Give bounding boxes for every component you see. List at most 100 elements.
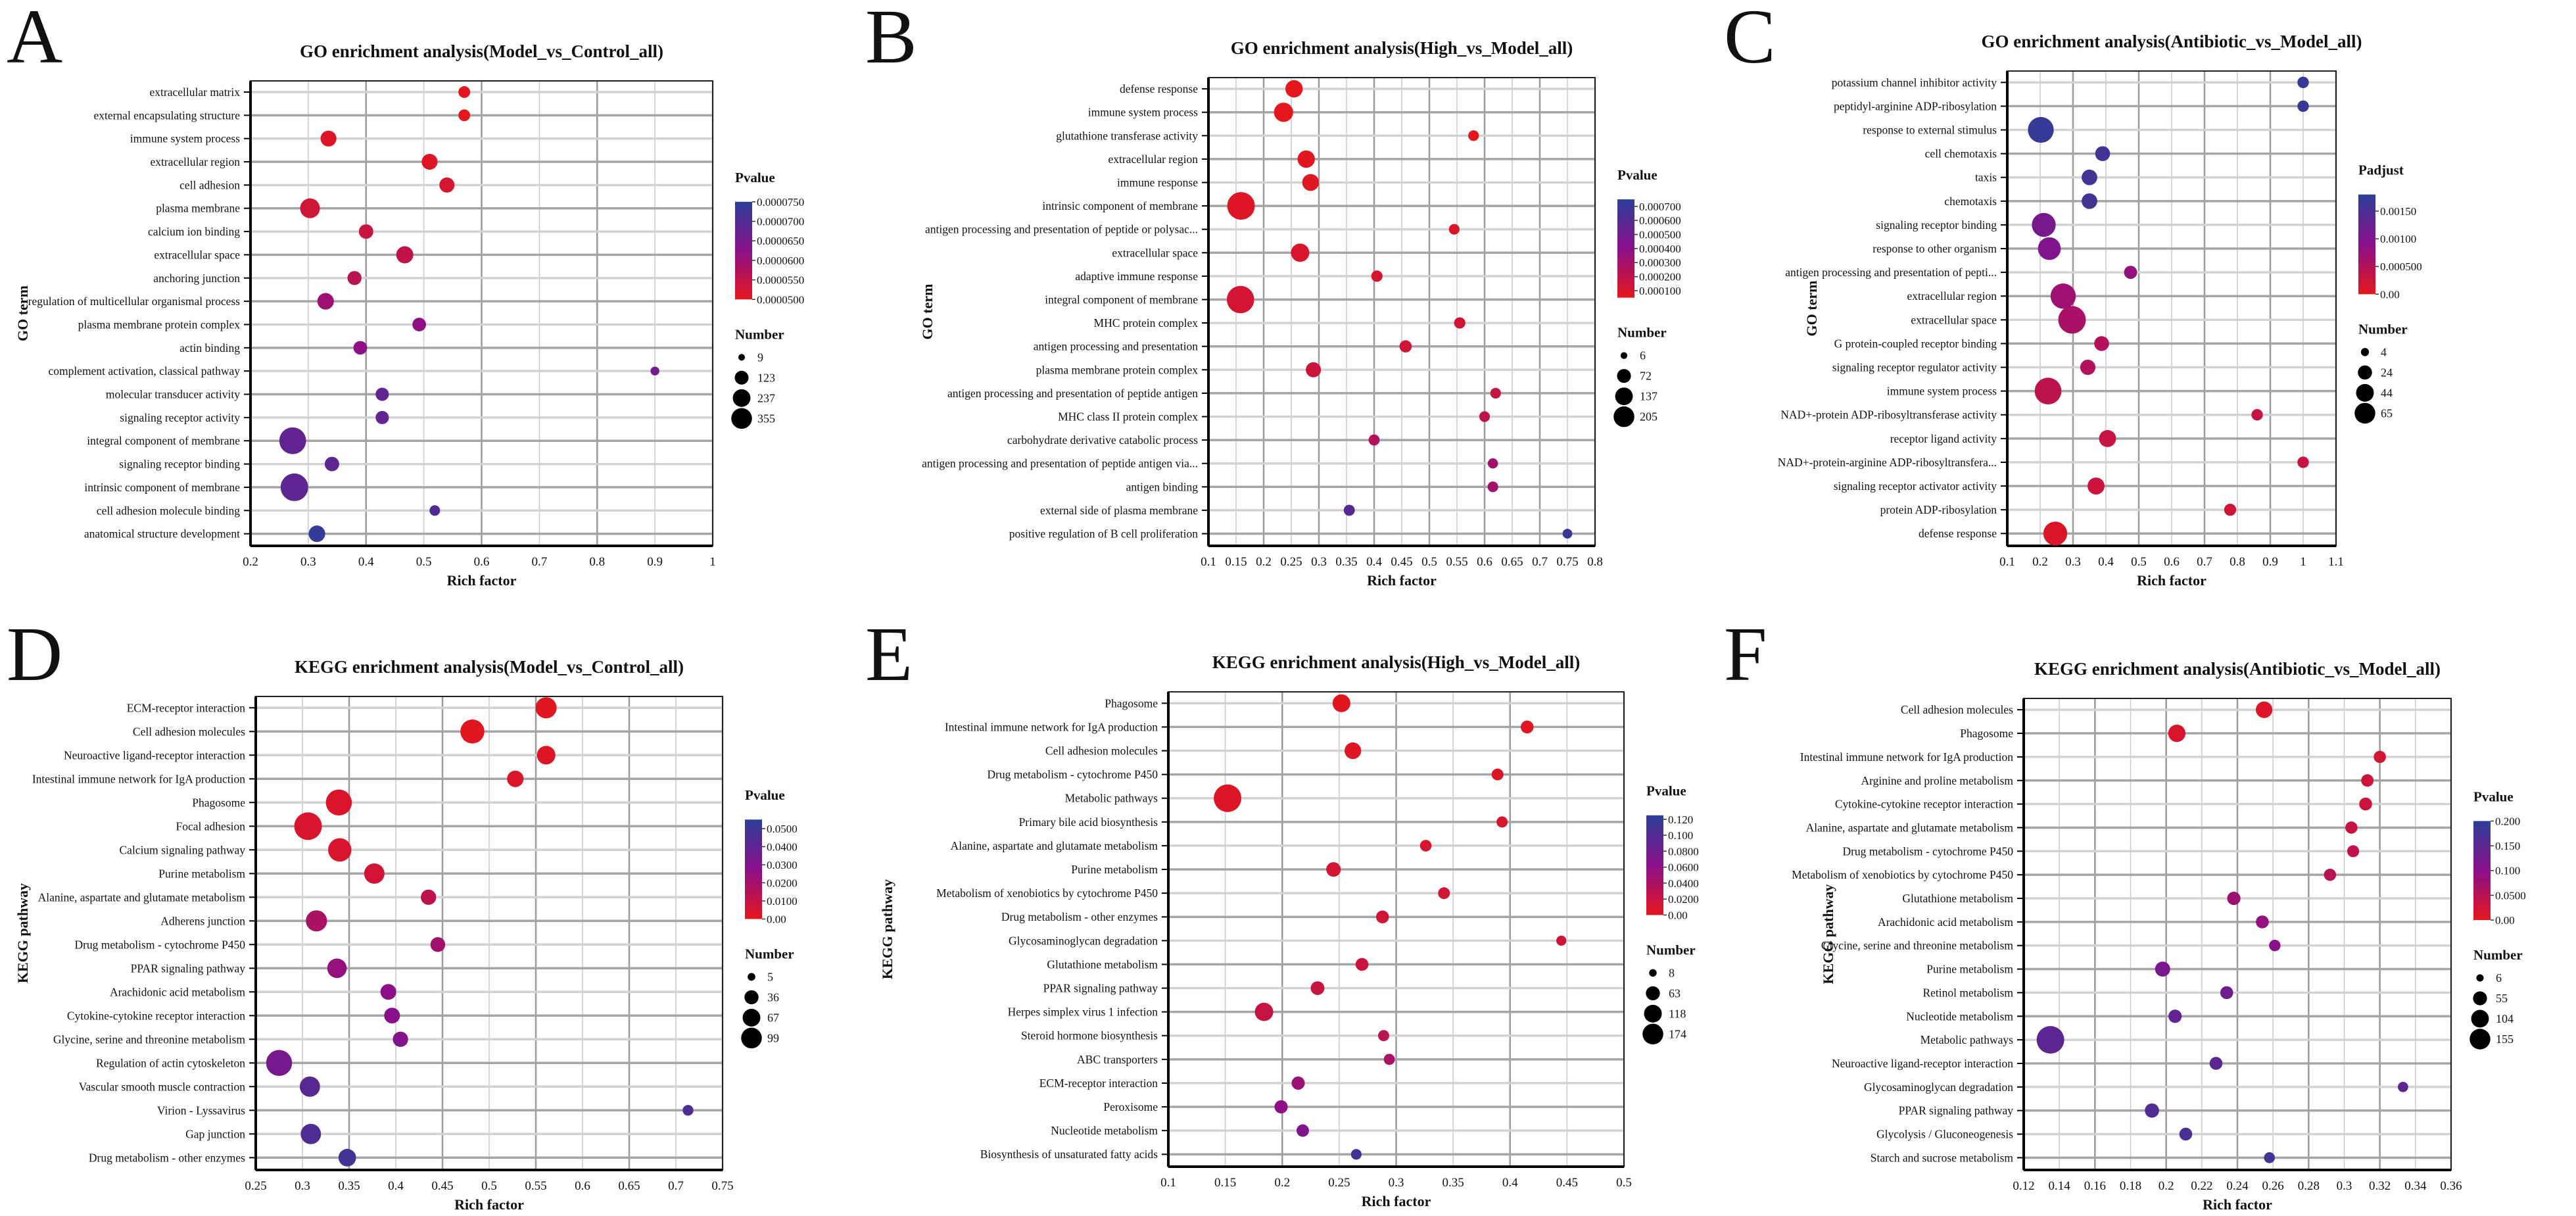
data-point xyxy=(2155,961,2170,977)
x-tick-label: 0.4 xyxy=(358,555,374,569)
color-legend-title: Pvalue xyxy=(1617,167,1658,183)
data-point xyxy=(1326,862,1341,877)
data-point xyxy=(1556,935,1567,946)
data-point xyxy=(1343,504,1355,516)
size-legend-circle xyxy=(2471,1009,2489,1028)
data-point xyxy=(1345,742,1362,760)
colorbar-tick-label: 0.0600 xyxy=(1668,862,1699,874)
data-point xyxy=(412,318,426,331)
size-legend-circle xyxy=(1646,986,1660,1001)
data-point xyxy=(324,456,339,472)
bubble-chart-e: E KEGG enrichment analysis(High_vs_Model_… xyxy=(865,611,1699,1209)
y-tick-label: ECM-receptor interaction xyxy=(1039,1077,1158,1090)
y-tick-label: Cell adhesion molecules xyxy=(1901,703,2013,716)
y-tick-label: Nucleotide metabolism xyxy=(1906,1009,2013,1023)
data-point xyxy=(1214,784,1242,812)
colorbar-tick-label: 0.0100 xyxy=(767,895,798,908)
y-tick-label: PPAR signaling pathway xyxy=(131,961,246,975)
data-point xyxy=(2094,336,2109,351)
y-tick-label: signaling receptor binding xyxy=(1876,218,1997,231)
y-tick-label: Neuroactive ligand-receptor interaction xyxy=(64,748,245,762)
colorbar-tick-label: 0.00 xyxy=(2380,288,2400,301)
data-point xyxy=(2347,845,2360,858)
x-tick-label: 0.5 xyxy=(481,1179,497,1193)
y-tick-label: immune system process xyxy=(1088,106,1198,119)
data-point xyxy=(1355,958,1369,971)
y-tick-label: antigen processing and presentation of p… xyxy=(922,457,1198,470)
y-tick-label: extracellular region xyxy=(150,155,240,168)
data-point xyxy=(1419,840,1432,852)
y-tick-label: Glycosaminoglycan degradation xyxy=(1009,934,1158,947)
y-tick-label: Metabolism of xenobiotics by cytochrome … xyxy=(1792,868,2013,881)
y-tick-label: signaling receptor binding xyxy=(119,458,240,471)
data-point xyxy=(1302,174,1320,191)
data-point xyxy=(1254,1002,1274,1021)
y-axis-label: KEGG pathway xyxy=(879,879,895,979)
data-point xyxy=(1479,411,1491,422)
size-legend-title: Number xyxy=(1617,325,1667,341)
y-tick-label: signaling receptor activator activity xyxy=(1834,479,1997,493)
x-tick-label: 0.25 xyxy=(245,1179,266,1193)
y-tick-label: Cell adhesion molecules xyxy=(1045,744,1158,758)
colorbar-tick-label: 0.200 xyxy=(2495,815,2520,827)
y-tick-label: Intestinal immune network for IgA produc… xyxy=(32,772,245,785)
data-point xyxy=(429,505,441,516)
colorbar-tick-label: 0.0000700 xyxy=(757,216,804,228)
x-tick-label: 0.18 xyxy=(2120,1179,2141,1193)
data-point xyxy=(2179,1127,2193,1141)
x-tick-label: 0.6 xyxy=(1477,555,1492,569)
x-tick-label: 0.25 xyxy=(1328,1176,1350,1190)
x-axis-label: Rich factor xyxy=(1367,572,1437,589)
y-tick-label: Biosynthesis of unsaturated fatty acids xyxy=(980,1148,1158,1161)
colorbar-tick-label: 0.0000500 xyxy=(757,293,804,306)
size-legend-label: 8 xyxy=(1669,966,1675,979)
data-point xyxy=(2324,868,2337,881)
data-point xyxy=(1520,720,1534,734)
colorbar-tick-label: 0.0300 xyxy=(767,859,798,871)
colorbar-tick-label: 0.0000750 xyxy=(757,196,804,208)
y-tick-label: cell adhesion molecule binding xyxy=(97,504,240,517)
size-legend-title: Number xyxy=(745,946,794,961)
y-tick-label: Alanine, aspartate and glutamate metabol… xyxy=(951,839,1158,852)
data-point xyxy=(299,1076,320,1097)
data-point xyxy=(1468,130,1479,141)
data-point xyxy=(2095,146,2111,161)
y-axis-label: KEGG pathway xyxy=(1820,884,1836,984)
data-point xyxy=(2227,891,2241,906)
y-tick-label: immune system process xyxy=(1887,385,1997,398)
panel-letter: F xyxy=(1724,611,1767,697)
data-point xyxy=(375,410,389,424)
y-tick-label: Cytokine-cytokine receptor interaction xyxy=(1835,798,2013,811)
data-point xyxy=(1274,103,1293,122)
data-point xyxy=(1306,362,1322,377)
bubble-chart-d: D KEGG enrichment analysis(Model_vs_Contr… xyxy=(7,611,798,1213)
size-legend-circle xyxy=(1615,387,1633,406)
x-tick-label: 0.5 xyxy=(416,555,432,569)
data-point xyxy=(2099,429,2116,447)
y-tick-label: Alanine, aspartate and glutamate metabol… xyxy=(1806,821,2014,834)
x-tick-label: 0.8 xyxy=(1587,555,1603,569)
data-point xyxy=(421,889,437,905)
x-tick-label: 0.45 xyxy=(1556,1176,1578,1190)
data-point xyxy=(338,1148,356,1167)
y-tick-label: Glutathione metabolism xyxy=(1047,958,1158,971)
data-point xyxy=(1375,910,1389,923)
y-tick-label: Vascular smooth muscle contraction xyxy=(79,1080,245,1093)
chart-title: KEGG enrichment analysis(Model_vs_Contro… xyxy=(295,657,684,677)
y-tick-label: antigen processing and presentation of p… xyxy=(925,223,1198,236)
x-tick-label: 0.28 xyxy=(2298,1179,2320,1193)
colorbar-tick-label: 0.0400 xyxy=(767,840,798,853)
panel-c: C GO enrichment analysis(Antibiotic_vs_Mo… xyxy=(1717,0,2576,608)
data-point xyxy=(2373,750,2386,764)
bubble-chart-a: A GO enrichment analysis(Model_vs_Control… xyxy=(7,0,804,589)
x-tick-label: 0.3 xyxy=(2337,1179,2352,1193)
colorbar-tick-label: 0.00100 xyxy=(2380,233,2416,245)
size-legend-circle xyxy=(2476,974,2484,982)
colorbar-tick-label: 0.0000600 xyxy=(757,255,804,267)
data-point xyxy=(308,525,325,543)
size-legend-label: 6 xyxy=(1640,349,1646,362)
colorbar-tick-label: 0.000400 xyxy=(1639,243,1681,255)
y-tick-label: Herpes simplex virus 1 infection xyxy=(1008,1006,1158,1019)
data-point xyxy=(325,789,352,816)
data-point xyxy=(2082,169,2097,185)
